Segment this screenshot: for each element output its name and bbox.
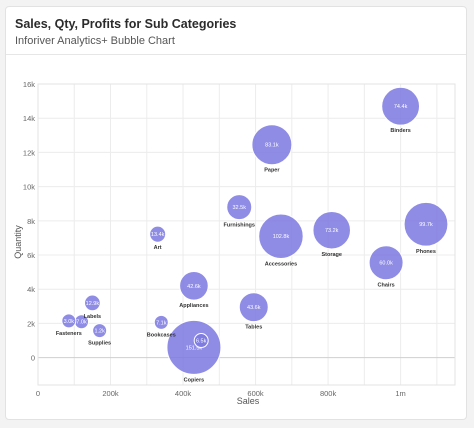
category-label-art: Art xyxy=(154,245,162,251)
bubble-value-label: 83.1k xyxy=(265,143,279,149)
chart-title: Sales, Qty, Profits for Sub Categories xyxy=(15,17,237,31)
bubble-value-label: 43.6k xyxy=(247,305,261,311)
bubble-value-label: 99.7k xyxy=(419,222,433,228)
bubble-copiers[interactable] xyxy=(166,319,222,375)
category-label-binders: Binders xyxy=(390,128,410,134)
bubble-accessories[interactable] xyxy=(258,213,304,259)
category-label-bookcases: Bookcases xyxy=(147,332,176,338)
bubble-value-label: 102.8k xyxy=(273,234,290,240)
bubble-value-label: 73.2k xyxy=(325,228,339,234)
x-tick-label: 1m xyxy=(395,389,405,398)
bubble-value-label: 32.5k xyxy=(233,205,247,211)
axes: 0 2k 4k 6k 8k 10k 12k 14k 16k 0 200k 400k 600k 800k 1m xyxy=(23,80,406,398)
bubble-labels: Binders Paper Furnishings Art Accessories Sto… xyxy=(56,128,436,383)
bubble-binders[interactable] xyxy=(381,86,421,126)
category-label-chairs: Chairs xyxy=(378,283,395,289)
bubble-chairs[interactable] xyxy=(368,245,404,281)
category-label-storage: Storage xyxy=(321,252,341,258)
bubble-fasteners[interactable] xyxy=(61,313,77,329)
grid-lines xyxy=(37,83,456,386)
x-axis-label: Sales xyxy=(237,396,260,406)
bubble-value-label: 1.2k xyxy=(94,329,105,335)
x-tick-label: 600k xyxy=(247,389,264,398)
category-label-paper: Paper xyxy=(264,168,280,174)
bubbles: 151.5k 102.8k 99.7k 83.1k 74.4k 73.2k 60.0k 43.… xyxy=(61,86,449,375)
bubble-appliances[interactable] xyxy=(179,270,209,301)
bubble-machines[interactable] xyxy=(193,333,209,349)
bubble-value-label: 13.4k xyxy=(151,232,165,238)
bubble-art[interactable] xyxy=(149,225,167,243)
bubble-value-label: 12.9k xyxy=(86,301,100,307)
bubble-paper[interactable] xyxy=(251,124,293,166)
bubble-value-label: 7.1k xyxy=(156,320,167,326)
chart-subtitle: Inforiver Analytics+ Bubble Chart xyxy=(15,35,175,47)
y-tick-label: 4k xyxy=(27,285,35,294)
bubble-bookcases[interactable] xyxy=(153,314,169,330)
bubble-furnishings[interactable] xyxy=(226,194,253,221)
header-divider xyxy=(6,54,466,55)
bubble-value-label: 60.0k xyxy=(379,261,393,267)
category-label-accessories: Accessories xyxy=(265,261,297,267)
y-tick-label: 12k xyxy=(23,148,35,157)
category-label-labels: Labels xyxy=(84,314,101,320)
bubble-value-label: 151.5k xyxy=(186,345,203,351)
bubble-value-label: 74.4k xyxy=(394,104,408,110)
y-tick-label: 8k xyxy=(27,217,35,226)
x-tick-label: 200k xyxy=(102,389,119,398)
category-label-phones: Phones xyxy=(416,249,436,255)
category-label-fasteners: Fasteners xyxy=(56,331,82,337)
x-tick-label: 0 xyxy=(36,389,40,398)
bubble-value-label: 3.0k xyxy=(64,319,75,325)
y-tick-label: 6k xyxy=(27,251,35,260)
y-tick-label: 10k xyxy=(23,183,35,192)
category-label-appliances: Appliances xyxy=(179,303,208,309)
y-tick-label: 16k xyxy=(23,80,35,89)
bubble-storage[interactable] xyxy=(312,210,351,250)
bubble-supplies[interactable] xyxy=(92,323,108,339)
y-axis-label: Quantity xyxy=(13,225,23,259)
y-tick-label: 14k xyxy=(23,114,35,123)
plot-frame xyxy=(37,83,456,386)
y-tick-label: 2k xyxy=(27,319,35,328)
category-label-furnishings: Furnishings xyxy=(224,223,255,229)
bubble-value-label: 7.0k xyxy=(76,320,87,326)
bubble-value-label: 42.6k xyxy=(187,284,201,290)
bubble-labels[interactable] xyxy=(84,294,101,312)
bubble-tables[interactable] xyxy=(238,292,269,323)
bubble-phones[interactable] xyxy=(403,201,449,247)
category-label-supplies: Supplies xyxy=(88,341,111,347)
x-tick-label: 400k xyxy=(175,389,192,398)
y-tick-label: 0 xyxy=(31,354,35,363)
x-tick-label: 800k xyxy=(320,389,337,398)
category-label-copiers: Copiers xyxy=(184,377,204,383)
bubble-value-label: 6.5k xyxy=(196,339,207,345)
category-label-tables: Tables xyxy=(245,325,262,331)
